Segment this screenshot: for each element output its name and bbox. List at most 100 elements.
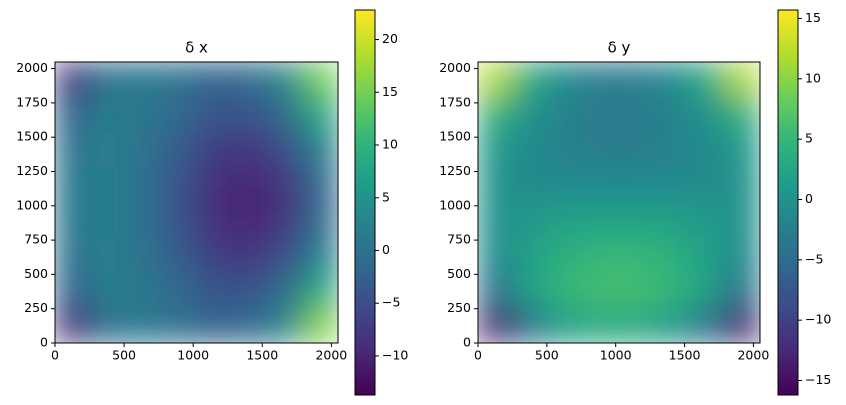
heatmap-cell: [55, 166, 91, 203]
heatmap-cell: [653, 166, 690, 203]
heatmap-cell: [89, 307, 127, 343]
y-tick-label: 1750: [439, 94, 471, 109]
heatmap-cell: [266, 62, 304, 98]
heatmap-cell: [266, 166, 304, 203]
heatmap-cell: [266, 272, 304, 309]
heatmap-cell: [618, 307, 655, 343]
heatmap-cell: [724, 96, 760, 133]
heatmap-cell: [724, 62, 760, 98]
heatmap-cell: [583, 237, 620, 274]
heatmap-cell: [89, 237, 127, 274]
heatmap-cell: [653, 272, 690, 309]
heatmap-cell: [478, 62, 514, 98]
colorbar-tick-label: 20: [382, 31, 398, 46]
heatmap-cell: [302, 96, 338, 133]
heatmap-cell: [653, 307, 690, 343]
heatmap-cell: [689, 166, 726, 203]
heatmap-cell: [583, 166, 620, 203]
colorbar-tick-label: 15: [382, 84, 398, 99]
colorbar-tick-label: −5: [382, 295, 400, 310]
y-tick-label: 750: [24, 232, 48, 247]
colorbar-tick-label: 5: [805, 131, 813, 146]
colorbar-tick-label: −15: [805, 372, 831, 387]
heatmap-cell: [89, 272, 127, 309]
heatmap-cell: [302, 131, 338, 168]
x-tick-label: 2000: [737, 348, 769, 363]
heatmap-cell: [512, 237, 549, 274]
heatmap-cell: [125, 307, 162, 343]
heatmap-cell: [196, 272, 233, 309]
colorbar-tick-label: 10: [382, 137, 398, 152]
heatmap-cell: [160, 131, 197, 168]
heatmap: [55, 62, 338, 343]
heatmap-cell: [89, 202, 127, 239]
heatmap-cell: [160, 62, 197, 98]
heatmap-cell: [302, 307, 338, 343]
x-tick-label: 500: [112, 348, 136, 363]
y-tick-label: 2000: [16, 60, 48, 75]
x-tick-label: 500: [535, 348, 559, 363]
axes-frame: [477, 61, 761, 344]
heatmap-cell: [512, 307, 549, 343]
heatmap-cell: [89, 166, 127, 203]
chart-title: δ y: [608, 39, 631, 57]
heatmap-cell: [689, 96, 726, 133]
heatmap-cell: [89, 62, 127, 98]
heatmap-cell: [724, 237, 760, 274]
heatmap-cell: [266, 96, 304, 133]
y-tick-label: 250: [24, 300, 48, 315]
y-tick-label: 750: [447, 232, 471, 247]
heatmap-cell: [512, 202, 549, 239]
heatmap-cell: [125, 202, 162, 239]
heatmap-cell: [266, 307, 304, 343]
heatmap-cell: [196, 307, 233, 343]
heatmap-cell: [231, 202, 268, 239]
chart-title: δ x: [185, 39, 208, 57]
heatmap-cell: [478, 166, 514, 203]
heatmap-cell: [231, 166, 268, 203]
heatmap-cell: [266, 237, 304, 274]
heatmap-cell: [160, 96, 197, 133]
heatmap-cell: [160, 166, 197, 203]
colorbar-tick-label: −10: [805, 312, 831, 327]
heatmap-cell: [689, 131, 726, 168]
heatmap-cell: [548, 166, 585, 203]
heatmap-cell: [125, 272, 162, 309]
heatmap-cell: [724, 202, 760, 239]
heatmap-cell: [478, 96, 514, 133]
x-tick-label: 0: [51, 348, 59, 363]
heatmap-cell: [231, 307, 268, 343]
heatmap-cell: [55, 237, 91, 274]
heatmap-cell: [125, 62, 162, 98]
heatmap-cell: [583, 272, 620, 309]
heatmap-cell: [196, 202, 233, 239]
heatmap-cell: [231, 96, 268, 133]
heatmap-cell: [583, 202, 620, 239]
colorbar-tick-label: 0: [382, 242, 390, 257]
y-tick-label: 1500: [16, 129, 48, 144]
heatmap-cell: [125, 131, 162, 168]
y-tick-label: 0: [463, 335, 471, 350]
heatmap-cell: [548, 307, 585, 343]
heatmap-cell: [653, 237, 690, 274]
y-tick-label: 500: [24, 266, 48, 281]
heatmap-cell: [618, 272, 655, 309]
x-tick-label: 0: [474, 348, 482, 363]
heatmap-cell: [55, 96, 91, 133]
y-tick-label: 1250: [16, 163, 48, 178]
heatmap-cell: [478, 237, 514, 274]
heatmap-cells: [478, 62, 760, 343]
y-tick-label: 1000: [16, 197, 48, 212]
heatmap-cell: [548, 131, 585, 168]
heatmap-cell: [196, 62, 233, 98]
x-tick-label: 1000: [177, 348, 209, 363]
heatmap-cell: [583, 131, 620, 168]
heatmap-cell: [231, 131, 268, 168]
heatmap-cell: [583, 96, 620, 133]
y-tick-label: 1750: [16, 94, 48, 109]
heatmap-cell: [689, 202, 726, 239]
heatmap-cell: [689, 62, 726, 98]
heatmap-cell: [618, 96, 655, 133]
heatmap-cell: [724, 131, 760, 168]
x-tick-label: 1000: [600, 348, 632, 363]
